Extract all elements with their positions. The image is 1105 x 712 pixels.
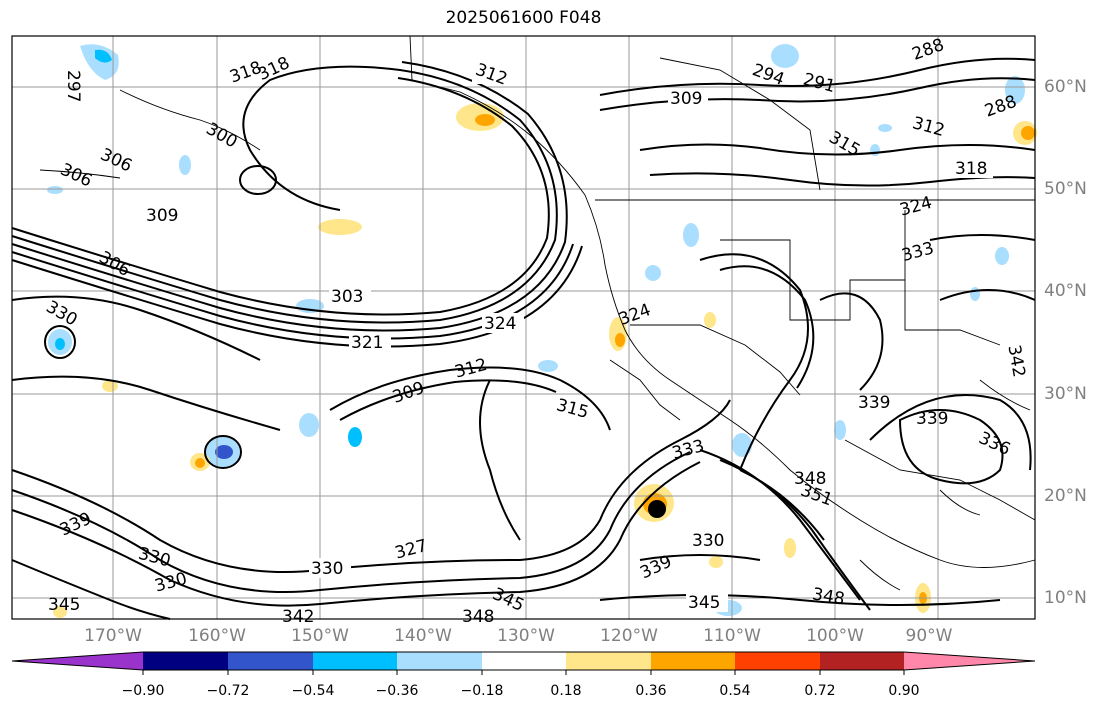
- colorbar-tick-label: −0.72: [206, 683, 250, 699]
- contour-label: 348: [462, 607, 494, 627]
- contour-label: 318: [955, 159, 987, 179]
- colorbar: [11, 651, 1036, 675]
- map-frame: [11, 35, 1036, 620]
- contour-label: 330: [692, 531, 724, 551]
- lon-label: 120°W: [600, 626, 658, 646]
- colorbar-tick-label: −0.18: [460, 683, 504, 699]
- lat-label: 20°N: [1044, 486, 1087, 506]
- contour-label: 309: [146, 206, 178, 226]
- lon-label: 100°W: [806, 626, 864, 646]
- lon-label: 170°W: [84, 626, 142, 646]
- colorbar-swatch: [397, 652, 482, 670]
- colorbar-tick-label: 0.72: [804, 683, 836, 699]
- contour-label: 324: [484, 314, 516, 334]
- colorbar-swatch: [12, 652, 143, 670]
- colorbar-swatch: [820, 652, 904, 670]
- contour-label: 339: [858, 393, 890, 413]
- colorbar-swatch: [228, 652, 313, 670]
- lat-label: 50°N: [1044, 179, 1087, 199]
- colorbar-swatch: [566, 652, 651, 670]
- colorbar-tick-label: 0.90: [888, 683, 920, 699]
- lon-label: 110°W: [703, 626, 761, 646]
- colorbar-swatch: [735, 652, 820, 670]
- storm-center-marker: [648, 500, 666, 518]
- lon-label: 160°W: [188, 626, 246, 646]
- contour-label: 339: [916, 409, 948, 429]
- graticule: [12, 36, 1035, 619]
- lat-label: 30°N: [1044, 384, 1087, 404]
- colorbar-tick-label: −0.90: [121, 683, 165, 699]
- contour-label: 309: [670, 89, 702, 109]
- colorbar-swatch: [482, 652, 566, 670]
- map-title: 2025061600 F048: [445, 8, 602, 28]
- lon-label: 150°W: [291, 626, 349, 646]
- colorbar-swatch: [313, 652, 397, 670]
- colorbar-tick-label: 0.18: [550, 683, 582, 699]
- colorbar-tick-label: −0.36: [375, 683, 419, 699]
- colorbar-swatch: [143, 652, 228, 670]
- contour-label: 321: [351, 333, 383, 353]
- colorbar-tick-label: 0.36: [635, 683, 667, 699]
- lon-label: 140°W: [394, 626, 452, 646]
- colorbar-swatch: [651, 652, 735, 670]
- contour-label: 345: [688, 593, 720, 613]
- contour-label: 297: [63, 70, 83, 102]
- contour-label: 330: [311, 559, 343, 579]
- lon-label: 90°W: [905, 626, 953, 646]
- colorbar-swatch: [904, 652, 1035, 670]
- colorbar-tick-label: −0.54: [291, 683, 335, 699]
- colorbar-tick-label: 0.54: [719, 683, 751, 699]
- lat-label: 40°N: [1044, 281, 1087, 301]
- lat-label: 10°N: [1044, 588, 1087, 608]
- contour-label: 348: [794, 469, 826, 489]
- lon-label: 130°W: [497, 626, 555, 646]
- contour-label: 345: [48, 595, 80, 615]
- contour-label: 342: [282, 607, 314, 627]
- lat-label: 60°N: [1044, 77, 1087, 97]
- contour-label: 303: [331, 287, 363, 307]
